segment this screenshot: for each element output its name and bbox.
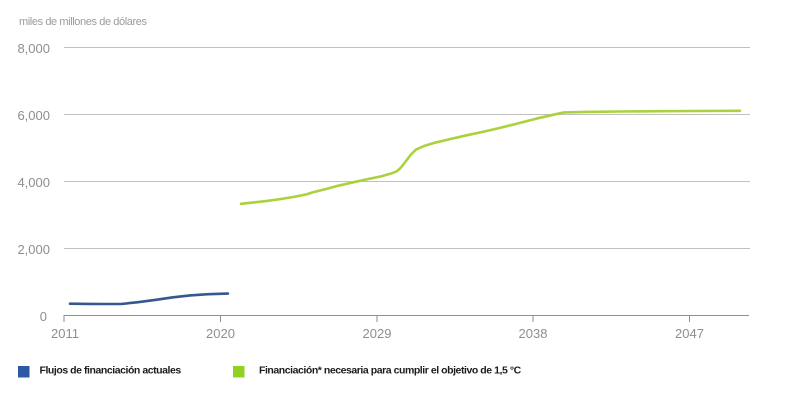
svg-text:4,000: 4,000 — [17, 175, 50, 190]
svg-text:2,000: 2,000 — [17, 242, 50, 257]
svg-text:0: 0 — [40, 309, 47, 324]
svg-text:2011: 2011 — [51, 326, 79, 341]
svg-text:8,000: 8,000 — [17, 41, 50, 56]
svg-text:2029: 2029 — [363, 326, 392, 341]
svg-text:2047: 2047 — [675, 326, 704, 341]
svg-text:2020: 2020 — [206, 326, 235, 341]
svg-text:Financiación* necesaria para c: Financiación* necesaria para cumplir el … — [259, 365, 522, 377]
svg-text:6,000: 6,000 — [17, 108, 50, 123]
svg-text:Flujos de financiación actuale: Flujos de financiación actuales — [40, 365, 182, 377]
svg-text:miles de millones de dólares: miles de millones de dólares — [19, 16, 147, 28]
svg-text:2038: 2038 — [519, 326, 548, 341]
